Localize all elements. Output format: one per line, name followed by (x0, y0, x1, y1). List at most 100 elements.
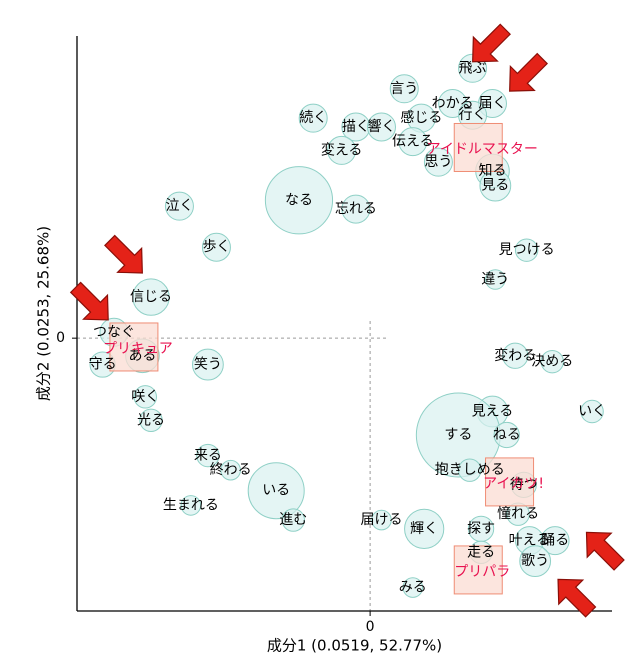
y-axis-title: 成分2 (0.0253, 25.68%) (35, 226, 53, 401)
word-label: 忘れる (335, 201, 377, 217)
word-label: 続く (299, 109, 327, 126)
word-label: 行く (459, 107, 487, 123)
work-label: プリキュア (103, 341, 173, 357)
word-label: 終わる (210, 462, 252, 478)
word-label: 変える (321, 141, 363, 158)
word-bubble (298, 103, 328, 133)
word-bubble (580, 399, 604, 424)
word-label: 踊る (541, 533, 569, 549)
word-label: 違う (481, 271, 509, 287)
word-label: 歌う (521, 553, 549, 569)
annotation-arrow (472, 23, 511, 63)
word-label: 抱きしめる (435, 462, 505, 478)
annotation-arrow (104, 234, 143, 274)
word-label: する (444, 427, 472, 443)
word-bubble (493, 421, 520, 449)
word-label: 歩く (202, 239, 230, 255)
word-label: 憧れる (497, 506, 539, 522)
word-label: 生まれる (163, 497, 219, 513)
word-bubble (502, 342, 529, 369)
word-label: ねる (493, 427, 521, 443)
word-bubble (327, 135, 357, 165)
word-bubble (366, 112, 396, 142)
word-bubble (281, 508, 305, 532)
word-bubble (519, 545, 552, 578)
work-marker (485, 457, 535, 507)
word-bubble (398, 127, 428, 157)
word-label: みる (399, 580, 427, 596)
word-label: 描く (342, 119, 370, 135)
work-marker (453, 545, 503, 595)
word-label: 探す (467, 521, 495, 537)
word-bubble (180, 495, 202, 516)
word-bubble (201, 232, 231, 262)
annotation-arrow (509, 52, 548, 92)
word-bubble (132, 278, 170, 316)
word-label: 進む (279, 512, 307, 528)
word-bubble (389, 74, 419, 104)
word-label: 輝く (410, 521, 438, 537)
word-bubble (540, 349, 564, 374)
word-bubble (247, 462, 305, 520)
word-label: 笑う (194, 357, 222, 373)
arrow-shape (557, 578, 597, 618)
word-label: 走る (467, 544, 495, 560)
word-bubble (402, 577, 424, 598)
word-label: 見る (481, 178, 509, 194)
arrow-shape (104, 234, 143, 274)
work-label: プリパラ (454, 564, 510, 580)
word-label: 光る (137, 412, 165, 428)
word-label: 響く (367, 118, 395, 135)
word-label: 待つ (510, 477, 538, 493)
word-label: 決める (531, 354, 573, 370)
word-label: 見える (472, 404, 514, 420)
x-axis-title: 成分1 (0.0519, 52.77%) (267, 637, 442, 655)
word-label: 伝える (392, 134, 434, 150)
arrow-shape (509, 52, 548, 92)
annotation-arrow (69, 281, 109, 321)
word-bubble (264, 166, 334, 235)
word-label: 思う (424, 154, 452, 170)
word-bubble (371, 509, 392, 531)
word-label: 叶える (509, 533, 551, 549)
word-bubble (192, 348, 224, 381)
word-label: わかる (432, 95, 474, 111)
annotation-arrow (585, 531, 625, 571)
word-bubble (164, 191, 194, 221)
work-marker (453, 122, 503, 172)
word-bubble (404, 508, 445, 549)
word-label: 泣く (165, 198, 193, 214)
word-label: なる (285, 192, 313, 208)
arrow-shape (69, 281, 109, 321)
work-label: アイカツ! (483, 476, 544, 492)
word-bubble (139, 408, 163, 433)
work-marker (109, 322, 159, 372)
word-label: いく (578, 404, 606, 420)
word-bubble (514, 238, 539, 262)
word-bubble (196, 443, 220, 468)
word-bubble (540, 526, 570, 556)
word-label: 変わる (494, 347, 536, 364)
word-label: 届ける (360, 512, 402, 528)
word-label: 信じる (130, 289, 172, 305)
word-bubble (458, 458, 482, 482)
word-label: 咲く (131, 389, 159, 405)
word-label: つなぐ (93, 324, 135, 340)
word-bubble (485, 269, 506, 290)
word-label: 来る (194, 448, 222, 464)
word-label: 感じる (400, 109, 442, 126)
word-bubble (341, 194, 371, 224)
word-bubble (133, 385, 157, 409)
work-label: アイドルマスター (427, 141, 538, 157)
x-tick-label: 0 (366, 619, 375, 635)
word-label: 知る (478, 162, 506, 179)
annotation-arrow (557, 578, 597, 618)
word-label: いる (262, 483, 290, 499)
word-label: 届く (478, 95, 506, 111)
word-bubble (423, 147, 453, 177)
word-label: 見つける (499, 242, 555, 258)
word-label: 飛ぶ (459, 60, 487, 76)
word-label: 言う (390, 81, 418, 97)
arrow-shape (472, 23, 511, 63)
